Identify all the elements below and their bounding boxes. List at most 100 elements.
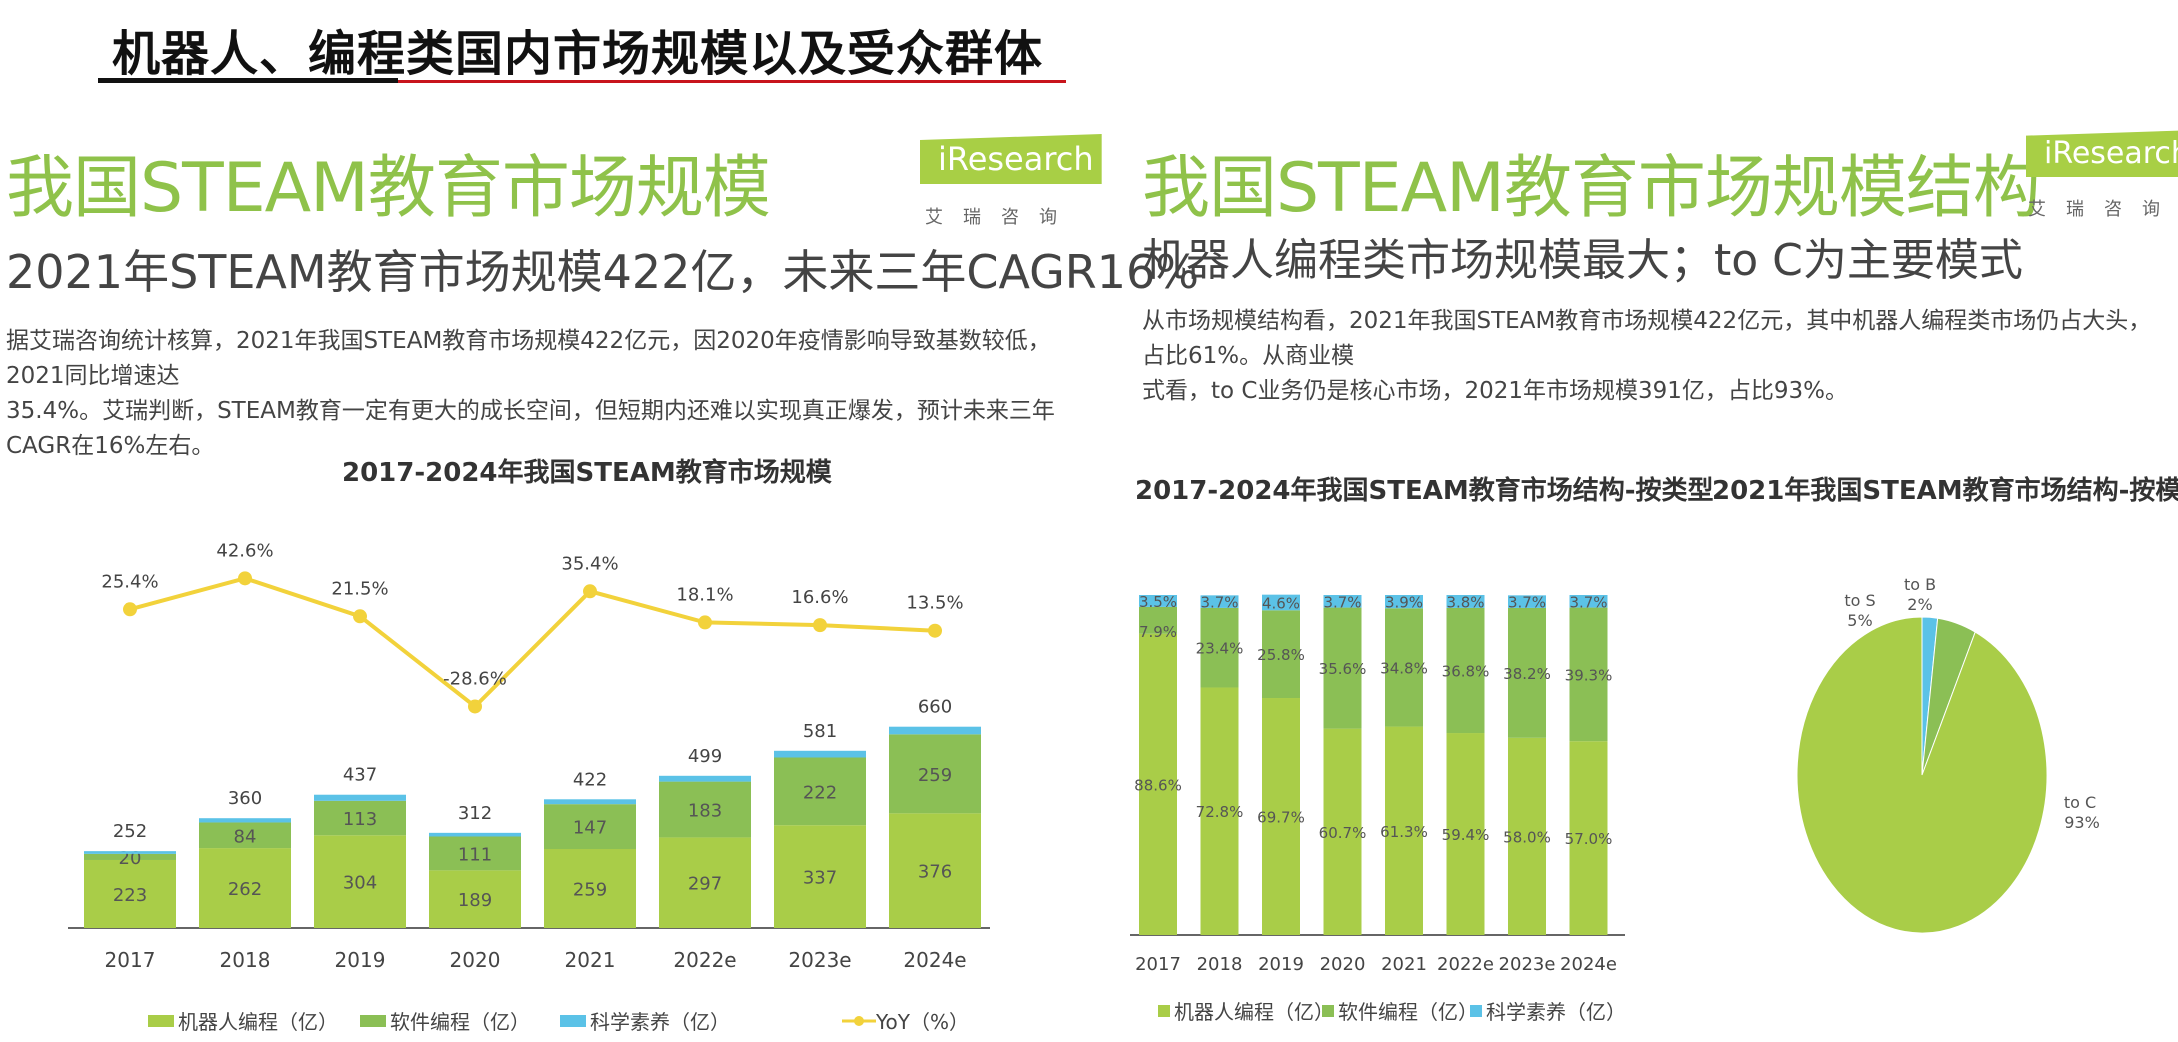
bar-segment <box>429 836 521 871</box>
bar-total-label: 360 <box>228 788 262 809</box>
bar-segment <box>1446 607 1485 734</box>
yoy-label: 18.1% <box>676 584 733 605</box>
bar-segment <box>314 835 406 928</box>
pie-label-value: 93% <box>2064 813 2100 832</box>
legend-science: 科学素养（亿） <box>560 1006 730 1035</box>
bar-percent-label: 35.6% <box>1319 660 1367 678</box>
bar-segment <box>84 853 176 860</box>
bar-segment <box>1323 595 1362 608</box>
x-tick-label: 2021 <box>1381 954 1427 975</box>
legend-yoy-marker-icon <box>842 1015 876 1026</box>
bar-value-label: 147 <box>573 818 607 839</box>
bar-percent-label: 39.3% <box>1565 666 1613 684</box>
bar-segment <box>1446 595 1485 608</box>
market-size-chart: 223 20 252 2017 262 84 360 2018 304 113 437 2019 189… <box>68 540 990 972</box>
yoy-point <box>468 699 482 714</box>
left-text-line-1: 据艾瑞咨询统计核算，2021年我国STEAM教育市场规模422亿元，因2020年… <box>6 328 1051 389</box>
yoy-label: 35.4% <box>561 553 618 574</box>
bar-value-label: 183 <box>688 801 722 822</box>
legend-software: 软件编程（亿） <box>360 1006 530 1035</box>
bar-segment <box>1262 610 1300 699</box>
yoy-point <box>813 618 827 633</box>
yoy-label: 25.4% <box>101 571 158 592</box>
left-panel-title: 我国STEAM教育市场规模 <box>6 149 771 228</box>
legend-label-yoy: YoY（%） <box>876 1010 970 1034</box>
yoy-point <box>698 615 712 630</box>
logo-banner: iResearch <box>2026 130 2178 177</box>
right-panel-title: 我国STEAM教育市场规模结构 <box>1142 149 2041 228</box>
legend-swatch-science <box>1470 1004 1482 1017</box>
pie-label-name: to B <box>1904 575 1936 594</box>
x-tick-label: 2023e <box>1499 954 1556 975</box>
legend-label-robot: 机器人编程（亿） <box>1174 1000 1334 1024</box>
legend-label-science: 科学素养（亿） <box>1486 1000 1626 1024</box>
bar-segment <box>1323 607 1362 729</box>
yoy-label: 16.6% <box>791 587 848 608</box>
bar-segment <box>659 775 751 782</box>
bar-segment <box>84 859 176 928</box>
x-tick-label: 2019 <box>335 948 386 972</box>
legend-robot-right: 机器人编程（亿） <box>1158 996 1334 1025</box>
x-tick-label: 2018 <box>220 948 271 972</box>
bar-value-label: 113 <box>343 809 377 830</box>
legend-swatch-software <box>360 1014 386 1027</box>
bar-segment <box>1508 737 1546 935</box>
legend-label-robot: 机器人编程（亿） <box>178 1010 338 1034</box>
bar-value-label: 20 <box>119 848 142 869</box>
bar-segment <box>1262 698 1300 935</box>
market-structure-by-type-chart: 88.6% 7.9% 3.5% 2017 72.8% 23.4% 3.7% 2018 69.7%… <box>1130 593 1625 975</box>
x-tick-label: 2018 <box>1197 954 1243 975</box>
bar-segment <box>1139 633 1177 935</box>
bar-segment <box>1385 726 1423 935</box>
left-panel-subtitle: 2021年STEAM教育市场规模422亿，未来三年CAGR16% <box>6 245 1200 299</box>
bar-percent-label: 3.8% <box>1446 593 1484 611</box>
yoy-label: -28.6% <box>443 668 507 689</box>
left-text-line-2: 35.4%。艾瑞判断，STEAM教育一定有更大的成长空间，但短期内还难以实现真正… <box>6 398 1055 459</box>
x-tick-label: 2021 <box>565 948 616 972</box>
right-panel-text: 从市场规模结构看，2021年我国STEAM教育市场规模422亿元，其中机器人编程… <box>1142 304 2172 409</box>
bar-percent-label: 61.3% <box>1380 823 1428 841</box>
bar-segment <box>1262 594 1300 611</box>
yoy-label: 21.5% <box>331 578 388 599</box>
bar-percent-label: 57.0% <box>1565 830 1613 848</box>
bar-total-label: 422 <box>573 769 607 790</box>
yoy-point <box>353 609 367 624</box>
pie-label-value: 5% <box>1847 611 1872 630</box>
page-title: 机器人、编程类国内市场规模以及受众群体 <box>112 26 1044 82</box>
bar-segment <box>1385 608 1423 727</box>
bar-segment <box>774 825 866 928</box>
bar-segment <box>1508 595 1546 608</box>
bar-percent-label: 69.7% <box>1257 809 1305 827</box>
bar-total-label: 437 <box>343 765 377 786</box>
legend-yoy: YoY（%） <box>842 1006 969 1035</box>
x-tick-label: 2024e <box>1560 954 1617 975</box>
bar-value-label: 337 <box>803 868 837 889</box>
bar-total-label: 312 <box>458 803 492 824</box>
market-structure-by-mode-pie: to B2% to S5% to C93% <box>1796 575 2100 934</box>
bar-value-label: 84 <box>234 826 257 847</box>
bar-percent-label: 88.6% <box>1134 776 1182 794</box>
bar-segment <box>429 870 521 928</box>
bar-segment <box>1569 607 1608 742</box>
bar-segment <box>889 734 981 814</box>
bar-segment <box>1323 728 1362 935</box>
x-tick-label: 2017 <box>105 948 156 972</box>
bar-total-label: 660 <box>918 697 952 718</box>
bar-value-label: 259 <box>573 880 607 901</box>
left-panel-text: 据艾瑞咨询统计核算，2021年我国STEAM教育市场规模422亿元，因2020年… <box>6 324 1091 464</box>
bar-segment <box>314 794 406 801</box>
bar-segment <box>659 837 751 928</box>
bar-percent-label: 36.8% <box>1442 662 1490 680</box>
right-panel-subtitle: 机器人编程类市场规模最大；to C为主要模式 <box>1142 235 2023 286</box>
bar-value-label: 189 <box>458 890 492 911</box>
bar-percent-label: 3.7% <box>1508 594 1546 612</box>
bar-percent-label: 60.7% <box>1319 824 1367 842</box>
bar-segment <box>84 851 176 854</box>
bar-value-label: 222 <box>803 782 837 803</box>
x-tick-label: 2020 <box>450 948 501 972</box>
bar-total-label: 499 <box>688 746 722 767</box>
bar-percent-label: 34.8% <box>1380 659 1428 677</box>
bar-percent-label: 3.9% <box>1385 594 1423 612</box>
logo-cn-text: 艾瑞咨询 <box>925 207 1077 228</box>
bar-value-label: 259 <box>918 765 952 786</box>
